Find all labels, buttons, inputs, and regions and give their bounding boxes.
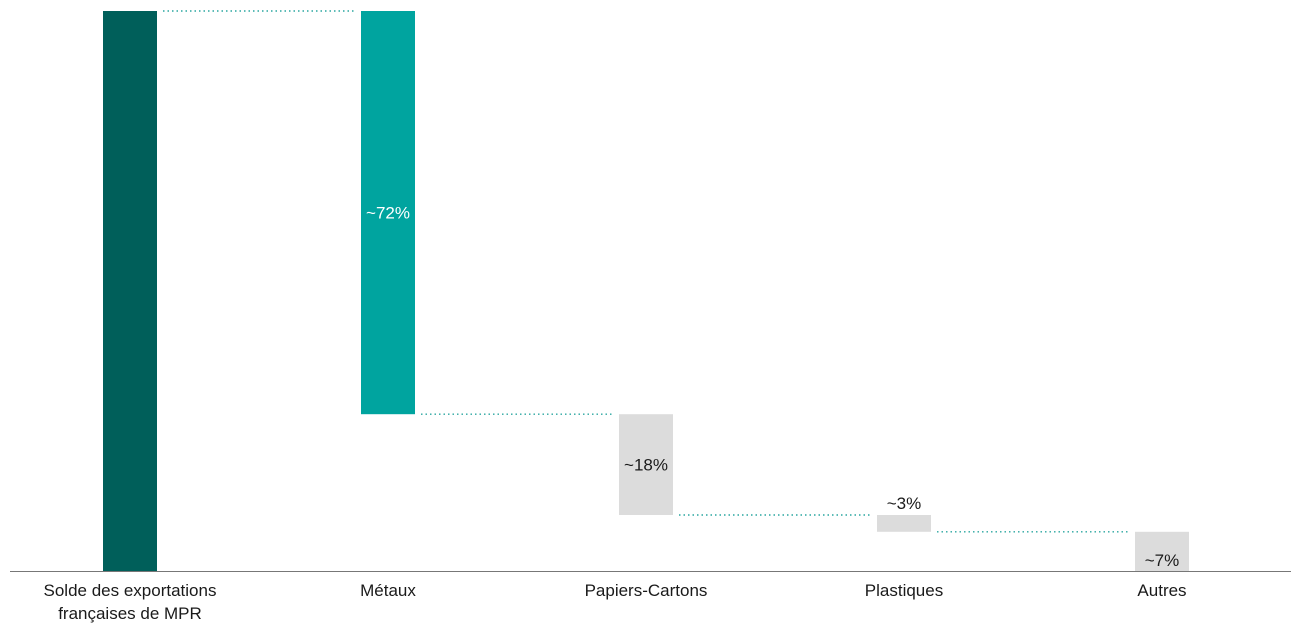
bar-step-1 (361, 11, 415, 415)
bars (103, 11, 1189, 571)
bar-step-4 (1135, 531, 1189, 571)
value-label-2: ~18% (624, 456, 668, 475)
category-label-2: Métaux (360, 581, 416, 600)
bar-step-2 (619, 414, 673, 515)
bar-total (103, 11, 157, 571)
connector-lines (163, 10, 1129, 533)
category-label-5: Autres (1137, 581, 1186, 600)
category-label-3: Papiers-Cartons (585, 581, 708, 600)
category-label-4: Plastiques (865, 581, 943, 600)
bar-step-3 (877, 515, 931, 532)
value-label-1: ~72% (366, 204, 410, 223)
category-label-1: Solde des exportations françaises de MPR (44, 581, 217, 623)
value-label-4: ~7% (1145, 551, 1180, 570)
category-labels: Solde des exportations françaises de MPR M… (44, 581, 1187, 623)
value-label-3: ~3% (887, 494, 922, 513)
value-labels: ~72% ~18% ~3% ~7% (366, 204, 1179, 570)
